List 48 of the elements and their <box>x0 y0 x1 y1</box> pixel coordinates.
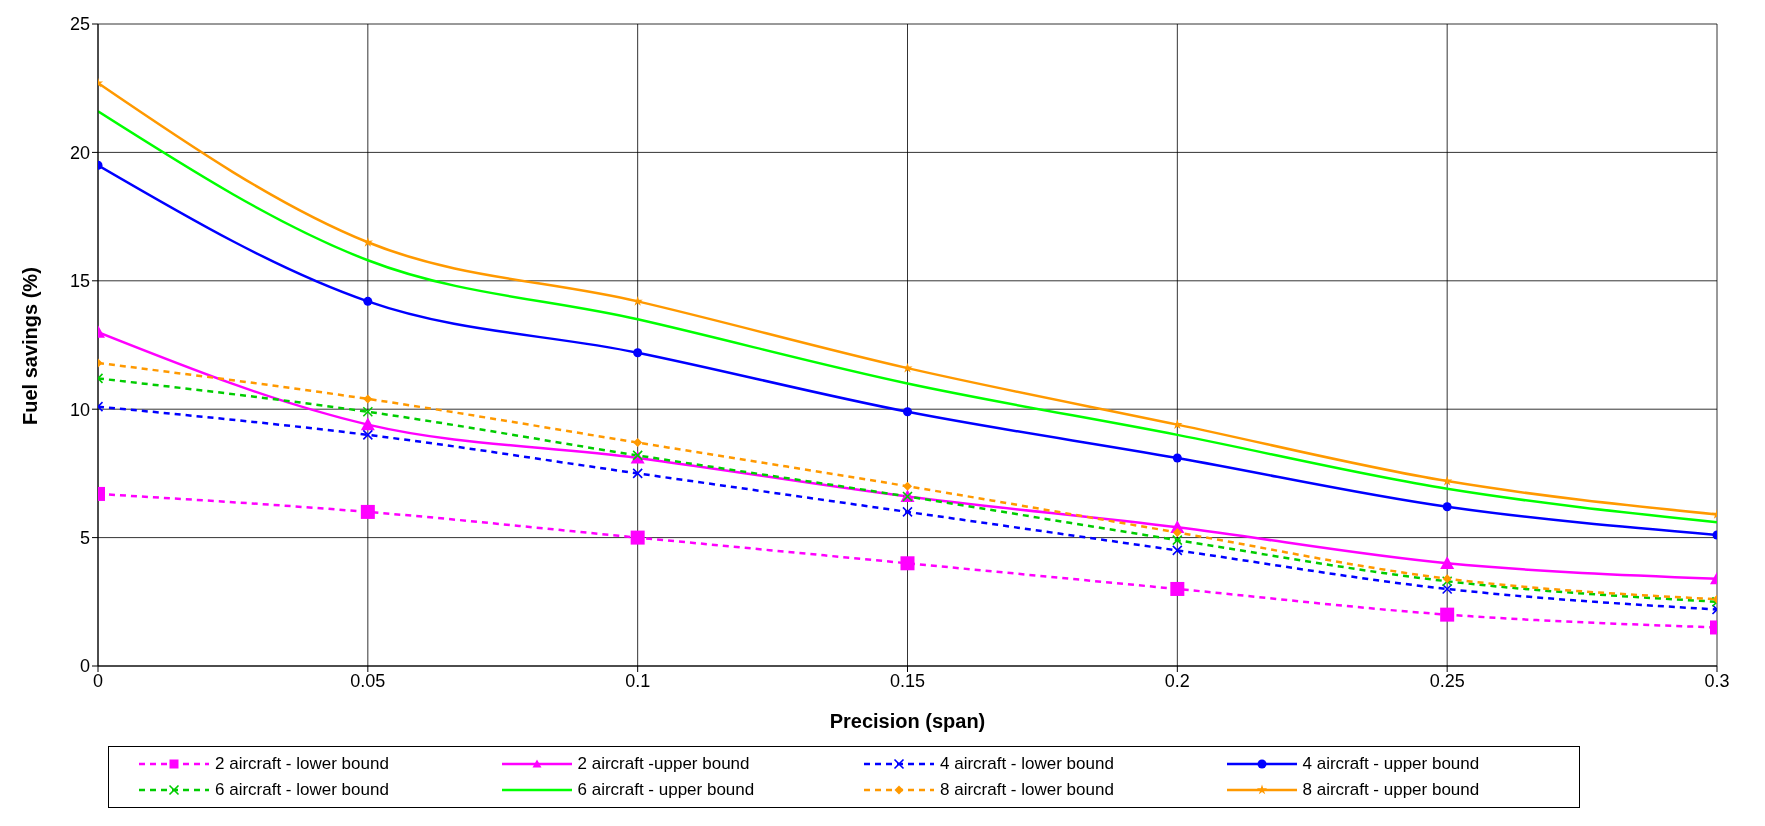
y-tick-label: 0 <box>79 656 90 677</box>
y-tick-label: 10 <box>69 399 90 420</box>
point <box>362 429 374 441</box>
point <box>360 417 375 431</box>
point <box>633 438 643 448</box>
point <box>1172 545 1183 556</box>
y-tick-label: 5 <box>79 527 90 548</box>
x-tick-label: 0.15 <box>889 670 926 691</box>
legend-label: 4 aircraft - lower bound <box>940 754 1114 774</box>
legend-label: 6 aircraft - lower bound <box>215 780 389 800</box>
legend-label: 4 aircraft - upper bound <box>1302 754 1480 774</box>
x-tick-label: 0.1 <box>625 670 651 691</box>
point <box>1442 475 1453 486</box>
point <box>1172 534 1183 546</box>
legend-label: 2 aircraft -upper bound <box>577 754 750 774</box>
legend-label: 8 aircraft - upper bound <box>1302 780 1480 800</box>
x-tick-label: 0.05 <box>350 670 386 691</box>
point <box>1170 581 1185 596</box>
y-tick-label: 25 <box>69 14 90 35</box>
x-axis-title: Precision (span) <box>829 710 986 732</box>
y-tick-label: 20 <box>69 142 90 163</box>
point <box>362 406 374 418</box>
point <box>902 506 913 518</box>
point <box>1172 527 1182 537</box>
point <box>900 556 915 571</box>
point <box>632 468 643 479</box>
point <box>363 296 373 306</box>
legend-label: 8 aircraft - lower bound <box>940 780 1114 800</box>
point <box>1441 583 1453 595</box>
point <box>1172 453 1182 463</box>
legend-label: 6 aircraft - upper bound <box>577 780 755 800</box>
point <box>1440 556 1455 569</box>
point <box>363 394 373 404</box>
y-tick-label: 15 <box>69 271 90 292</box>
x-tick-label: 0.2 <box>1164 670 1190 691</box>
point <box>360 504 375 519</box>
x-tick-label: 0.3 <box>1704 670 1730 691</box>
point <box>630 530 645 545</box>
point <box>1442 502 1452 512</box>
point <box>1440 607 1455 622</box>
point <box>633 348 643 358</box>
legend-label: 2 aircraft - lower bound <box>215 754 389 774</box>
point <box>362 236 373 247</box>
point <box>903 481 912 491</box>
point <box>903 407 912 417</box>
y-axis-title: Fuel savings (%) <box>19 267 42 425</box>
x-tick-label: 0 <box>92 670 104 691</box>
x-tick-label: 0.25 <box>1429 670 1465 691</box>
